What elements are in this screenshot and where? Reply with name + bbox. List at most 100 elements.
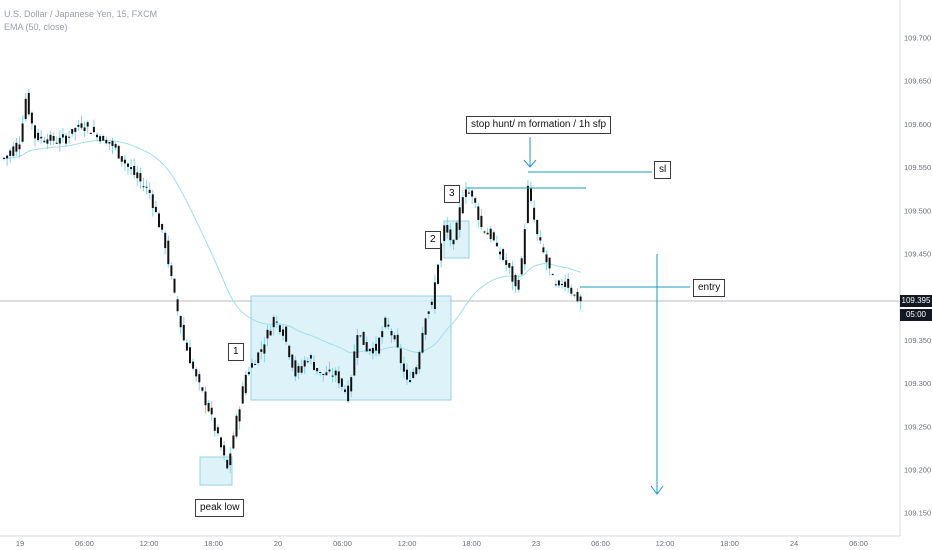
candle xyxy=(557,280,560,286)
candle xyxy=(92,126,95,133)
candle xyxy=(474,198,477,203)
symbol-title: U.S. Dollar / Japanese Yen, 15, FXCM xyxy=(4,9,158,19)
candle xyxy=(195,369,198,377)
label-2[interactable]: 2 xyxy=(425,231,441,249)
label-1[interactable]: 1 xyxy=(228,343,244,361)
candle xyxy=(564,281,567,287)
candle xyxy=(576,291,579,302)
candle xyxy=(325,372,328,376)
countdown-tag: 05:00 xyxy=(900,309,932,321)
candle xyxy=(350,377,353,392)
candle xyxy=(68,136,71,138)
candle xyxy=(61,134,64,138)
candle xyxy=(303,360,306,367)
candle xyxy=(179,315,182,328)
entry-annotation[interactable]: entry xyxy=(693,279,726,297)
candle xyxy=(198,374,201,383)
candle xyxy=(433,282,436,309)
candle xyxy=(334,370,337,376)
candle xyxy=(164,232,167,249)
candle xyxy=(502,249,505,260)
candle xyxy=(309,355,312,359)
candle xyxy=(359,335,362,337)
candle xyxy=(83,127,86,131)
candle xyxy=(285,326,288,342)
candle xyxy=(505,260,508,265)
candle xyxy=(573,294,576,296)
candle xyxy=(210,407,213,415)
candle xyxy=(458,207,461,230)
candle xyxy=(139,173,142,182)
candle xyxy=(567,278,570,288)
candle xyxy=(99,136,102,142)
candle xyxy=(452,239,455,245)
candle xyxy=(415,367,418,375)
candle xyxy=(251,363,253,368)
candle xyxy=(353,351,356,376)
candle xyxy=(65,135,67,144)
candle xyxy=(539,237,542,241)
candle xyxy=(449,229,452,241)
candle xyxy=(306,361,309,363)
candle xyxy=(247,371,250,375)
candle xyxy=(226,459,229,469)
candle xyxy=(6,155,9,159)
candle xyxy=(278,325,281,332)
candle xyxy=(201,387,204,391)
candle xyxy=(526,185,529,223)
candle xyxy=(471,190,474,197)
time-axis-label: 23 xyxy=(532,539,540,548)
candle xyxy=(127,163,129,167)
label-3[interactable]: 3 xyxy=(444,185,460,203)
candle xyxy=(207,402,210,412)
candle xyxy=(437,264,439,284)
candle xyxy=(443,225,446,241)
peak-low-annotation[interactable]: peak low xyxy=(195,499,245,517)
candle xyxy=(337,371,340,384)
time-axis-label: 06:00 xyxy=(333,539,352,548)
candle xyxy=(133,165,136,175)
candle xyxy=(282,329,284,336)
candle xyxy=(216,427,219,434)
candle xyxy=(313,361,315,370)
candle xyxy=(523,229,526,265)
candle xyxy=(96,134,98,138)
price-axis-label: 109.450 xyxy=(904,249,931,258)
time-axis-label: 18:00 xyxy=(720,539,739,548)
candle xyxy=(58,137,61,144)
indicator-title: EMA (50, close) xyxy=(4,22,68,32)
candle xyxy=(520,258,523,275)
candle xyxy=(18,144,21,150)
candle xyxy=(536,219,539,235)
candle xyxy=(238,409,241,422)
candle xyxy=(15,142,18,152)
candle xyxy=(223,445,226,456)
candle xyxy=(393,335,396,340)
candle xyxy=(235,415,238,437)
candle xyxy=(288,345,291,358)
sl-annotation[interactable]: sl xyxy=(654,161,672,179)
candle xyxy=(390,330,393,336)
candle xyxy=(365,342,368,352)
candle xyxy=(297,366,300,373)
candle xyxy=(533,207,536,220)
candle xyxy=(548,257,551,269)
candle xyxy=(34,125,36,139)
candle xyxy=(21,123,24,142)
candle xyxy=(381,331,384,338)
candle xyxy=(421,332,424,353)
time-axis-label: 06:00 xyxy=(75,539,94,548)
candle xyxy=(300,366,303,373)
candle xyxy=(362,331,365,345)
stop-hunt-annotation[interactable]: stop hunt/ m formation / 1h sfp xyxy=(466,116,612,134)
candle xyxy=(229,453,232,466)
candle xyxy=(257,352,260,364)
candle xyxy=(192,361,195,369)
candle xyxy=(545,254,548,263)
candle xyxy=(46,139,49,144)
candle xyxy=(111,140,114,146)
candle xyxy=(204,391,207,406)
candle xyxy=(108,142,111,144)
candle xyxy=(189,347,191,364)
